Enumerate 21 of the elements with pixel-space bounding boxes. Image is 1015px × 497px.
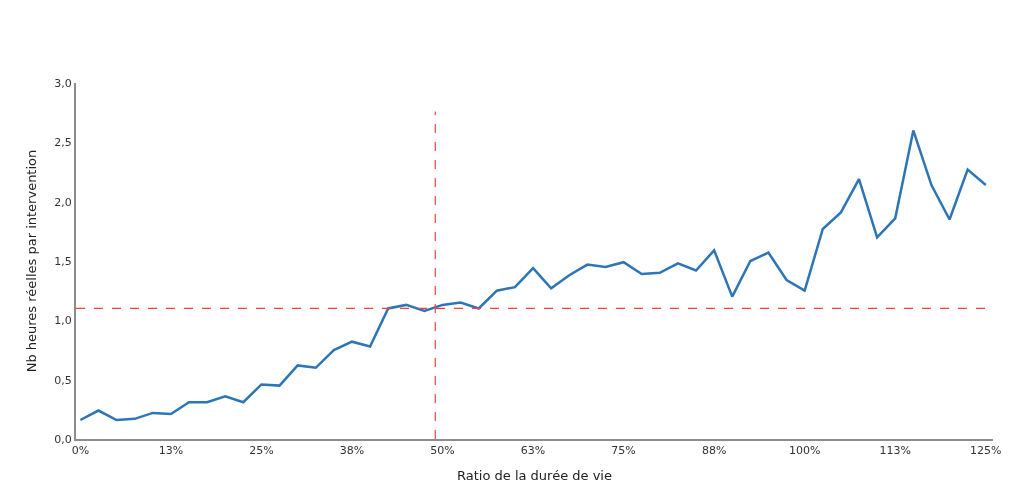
x-tick-label: 113% [879,444,911,458]
y-tick-label: 1,0 [54,314,72,328]
y-tick-label: 2,5 [54,136,72,150]
x-axis-title: Ratio de la durée de vie [457,468,612,484]
x-tick-label: 13% [158,444,184,458]
x-tick-label: 63% [520,444,546,458]
line-series [79,129,988,422]
y-tick-label: 3,0 [54,76,72,90]
y-axis-title: Nb heures réelles par intervention [23,149,39,373]
x-tick-label: 88% [701,444,727,458]
x-tick-label: 75% [611,444,636,458]
y-tick-label: 2,0 [54,195,72,209]
x-tick-label: 100% [788,444,821,458]
y-tick-label: 0,0 [54,432,72,446]
x-tick-label: 50% [430,444,455,458]
x-tick-label: 125% [970,444,1002,458]
x-tick-label: 25% [249,444,274,458]
y-tick-label: 0,5 [54,373,72,387]
x-tick-label: 0% [71,444,90,458]
x-tick-label: 38% [339,444,365,458]
y-tick-label: 1,5 [54,254,72,268]
